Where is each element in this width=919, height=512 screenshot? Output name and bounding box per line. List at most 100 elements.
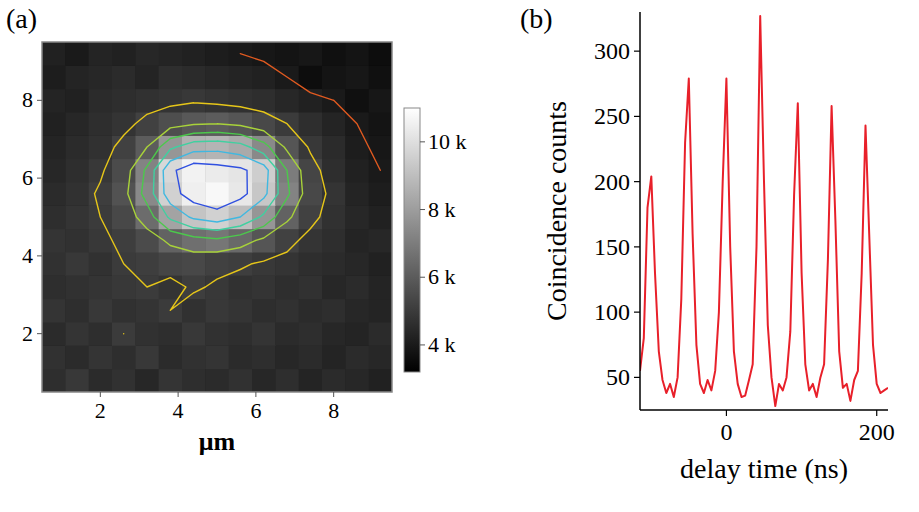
heat-cell	[65, 89, 89, 113]
heat-cell	[369, 275, 392, 299]
heat-cell	[252, 322, 276, 346]
heat-cell	[42, 252, 66, 276]
heat-cell	[112, 345, 136, 369]
heat-cell	[112, 135, 136, 159]
heat-cell	[159, 275, 183, 299]
heat-cell	[89, 135, 113, 159]
heat-cell	[135, 159, 159, 183]
heat-cell	[89, 322, 113, 346]
heat-cell	[369, 89, 392, 113]
heat-cell	[229, 345, 253, 369]
contour-line	[176, 163, 247, 209]
heat-cell	[135, 205, 159, 229]
heat-cell	[252, 89, 276, 113]
heat-cell	[299, 65, 323, 89]
heat-cell	[65, 135, 89, 159]
heat-cell	[159, 252, 183, 276]
y-tick	[37, 178, 42, 179]
heat-cell	[369, 112, 392, 136]
contour-line	[163, 151, 268, 222]
heat-cell	[182, 229, 206, 253]
heat-cell	[299, 159, 323, 183]
heat-cell	[252, 369, 276, 392]
heat-cell	[369, 252, 392, 276]
heat-cell	[275, 275, 299, 299]
heat-cell	[345, 322, 369, 346]
heat-cell	[345, 369, 369, 392]
heat-cell	[42, 275, 66, 299]
heat-cell	[89, 299, 113, 323]
heat-cell	[369, 299, 392, 323]
heat-cell	[182, 159, 206, 183]
heat-cell	[299, 345, 323, 369]
heat-cell	[42, 229, 66, 253]
heat-cell	[42, 369, 66, 392]
heat-cell	[322, 65, 346, 89]
heat-cell	[42, 112, 66, 136]
plot-background	[42, 42, 392, 392]
heat-cell	[299, 229, 323, 253]
heat-cell	[369, 205, 392, 229]
heat-cell	[345, 89, 369, 113]
heat-cell	[112, 205, 136, 229]
colorbar	[404, 108, 420, 372]
y-tick-label: 100	[594, 299, 630, 325]
y-tick	[634, 51, 640, 52]
heat-cell	[89, 275, 113, 299]
heat-cell	[42, 345, 66, 369]
colorbar-tick-label: 10 k	[428, 129, 467, 154]
heat-cell	[229, 112, 253, 136]
heat-cell	[322, 299, 346, 323]
heat-cell	[322, 322, 346, 346]
heat-cell	[89, 252, 113, 276]
heat-cell	[42, 89, 66, 113]
heat-cell	[205, 42, 229, 66]
heat-cell	[135, 65, 159, 89]
heat-cell	[275, 229, 299, 253]
heat-cell	[252, 275, 276, 299]
figure: (a)24682468μm4 k6 k8 k10 k(b)50100150200…	[0, 0, 919, 512]
heat-cell	[299, 42, 323, 66]
heat-cell	[42, 182, 66, 206]
heat-cell	[182, 89, 206, 113]
heat-cell	[322, 159, 346, 183]
y-tick	[634, 181, 640, 182]
heat-cell	[65, 229, 89, 253]
x-tick	[876, 410, 877, 416]
heat-cell	[112, 65, 136, 89]
heat-cell	[65, 205, 89, 229]
heat-cell	[299, 322, 323, 346]
y-tick-label: 8	[22, 87, 33, 112]
colorbar-tick	[420, 141, 425, 142]
heat-cell	[322, 205, 346, 229]
heat-cell	[89, 89, 113, 113]
heat-cell	[135, 252, 159, 276]
heat-cell	[135, 112, 159, 136]
heat-cell	[182, 369, 206, 392]
heat-cell	[275, 182, 299, 206]
heat-cell	[112, 112, 136, 136]
heat-cell	[299, 299, 323, 323]
heat-cell	[345, 275, 369, 299]
heat-cell	[135, 182, 159, 206]
heat-cell	[112, 369, 136, 392]
heat-cell	[299, 252, 323, 276]
heat-cell	[112, 159, 136, 183]
y-axis	[639, 12, 641, 410]
heat-cell	[89, 159, 113, 183]
heat-cell	[275, 89, 299, 113]
heat-cell	[252, 65, 276, 89]
heat-cell	[205, 369, 229, 392]
heat-cell	[135, 322, 159, 346]
heat-cell	[182, 299, 206, 323]
x-axis-title: delay time (ns)	[680, 453, 848, 484]
x-tick-label: 6	[250, 398, 261, 423]
heat-cell	[135, 299, 159, 323]
heat-cell	[345, 299, 369, 323]
heat-cell	[345, 42, 369, 66]
heat-cell	[322, 369, 346, 392]
heat-cell	[135, 42, 159, 66]
x-tick-label: 2	[95, 398, 106, 423]
heat-cell	[299, 112, 323, 136]
heat-cell	[65, 299, 89, 323]
